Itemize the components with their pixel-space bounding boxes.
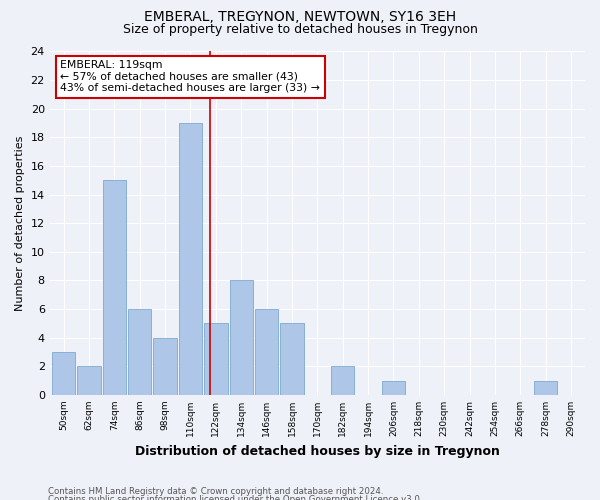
- Text: Contains public sector information licensed under the Open Government Licence v3: Contains public sector information licen…: [48, 495, 422, 500]
- Bar: [382, 380, 405, 395]
- Bar: [52, 352, 75, 395]
- Bar: [255, 309, 278, 395]
- Text: Size of property relative to detached houses in Tregynon: Size of property relative to detached ho…: [122, 22, 478, 36]
- Bar: [204, 324, 227, 395]
- Y-axis label: Number of detached properties: Number of detached properties: [15, 136, 25, 311]
- Bar: [331, 366, 355, 395]
- Text: EMBERAL: 119sqm
← 57% of detached houses are smaller (43)
43% of semi-detached h: EMBERAL: 119sqm ← 57% of detached houses…: [61, 60, 320, 94]
- Bar: [534, 380, 557, 395]
- Bar: [103, 180, 126, 395]
- Text: Contains HM Land Registry data © Crown copyright and database right 2024.: Contains HM Land Registry data © Crown c…: [48, 488, 383, 496]
- Bar: [179, 123, 202, 395]
- Bar: [230, 280, 253, 395]
- Bar: [77, 366, 101, 395]
- Bar: [128, 309, 151, 395]
- Bar: [154, 338, 177, 395]
- Bar: [280, 324, 304, 395]
- Text: EMBERAL, TREGYNON, NEWTOWN, SY16 3EH: EMBERAL, TREGYNON, NEWTOWN, SY16 3EH: [144, 10, 456, 24]
- X-axis label: Distribution of detached houses by size in Tregynon: Distribution of detached houses by size …: [135, 444, 500, 458]
